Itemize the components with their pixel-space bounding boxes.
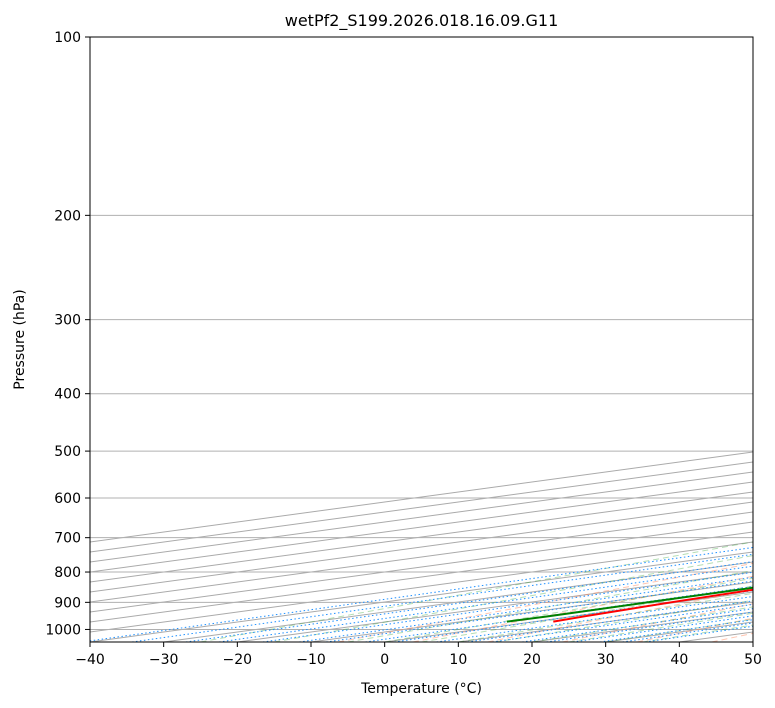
x-axis-label: Temperature (°C) — [360, 681, 482, 697]
isotherm — [90, 521, 753, 613]
moist-adiabat — [200, 541, 753, 642]
plot-frame — [89, 36, 754, 643]
y-tick-label: 800 — [54, 565, 81, 581]
pressure-grid — [90, 37, 753, 630]
y-tick-label: 1000 — [45, 622, 81, 638]
y-axis: 1000 900 800 700 600 500 400 300 200 100 — [45, 30, 90, 638]
x-tick-label: 40 — [670, 652, 688, 668]
isotherm — [90, 471, 753, 563]
isotherm — [90, 451, 753, 543]
x-tick-label: 10 — [449, 652, 467, 668]
isotherm — [90, 491, 753, 583]
y-tick-label: 100 — [54, 30, 81, 46]
isotherm — [90, 501, 753, 593]
isotherm — [90, 461, 753, 553]
isotherm — [90, 531, 753, 623]
isotherms — [90, 451, 753, 642]
y-tick-label: 400 — [54, 387, 81, 403]
isotherm — [90, 511, 753, 603]
y-tick-label: 200 — [54, 208, 81, 224]
y-tick-label: 700 — [54, 531, 81, 547]
mixing-ratio-line — [299, 576, 753, 642]
y-tick-label: 600 — [54, 491, 81, 507]
x-axis: −40 −30 −20 −10 0 10 20 30 40 50 — [75, 642, 762, 668]
x-tick-label: −10 — [296, 652, 326, 668]
x-tick-label: −40 — [75, 652, 105, 668]
x-tick-label: 0 — [380, 652, 389, 668]
chart-title: wetPf2_S199.2026.018.16.09.G11 — [285, 11, 559, 31]
x-tick-label: 30 — [597, 652, 615, 668]
x-tick-label: 50 — [744, 652, 762, 668]
plot-area: 0.10.20.40.611.52346810131620253036 -100… — [90, 37, 753, 642]
y-axis-label: Pressure (hPa) — [12, 289, 28, 389]
moist-adiabat — [347, 569, 753, 642]
y-tick-label: 900 — [54, 595, 81, 611]
x-tick-label: 20 — [523, 652, 541, 668]
x-tick-label: −30 — [149, 652, 179, 668]
x-tick-label: −20 — [223, 652, 253, 668]
y-tick-label: 500 — [54, 444, 81, 460]
isotherm — [90, 481, 753, 573]
mixing-ratio-line — [326, 580, 753, 642]
y-tick-label: 300 — [54, 313, 81, 329]
mixing-ratio-line — [394, 590, 753, 642]
